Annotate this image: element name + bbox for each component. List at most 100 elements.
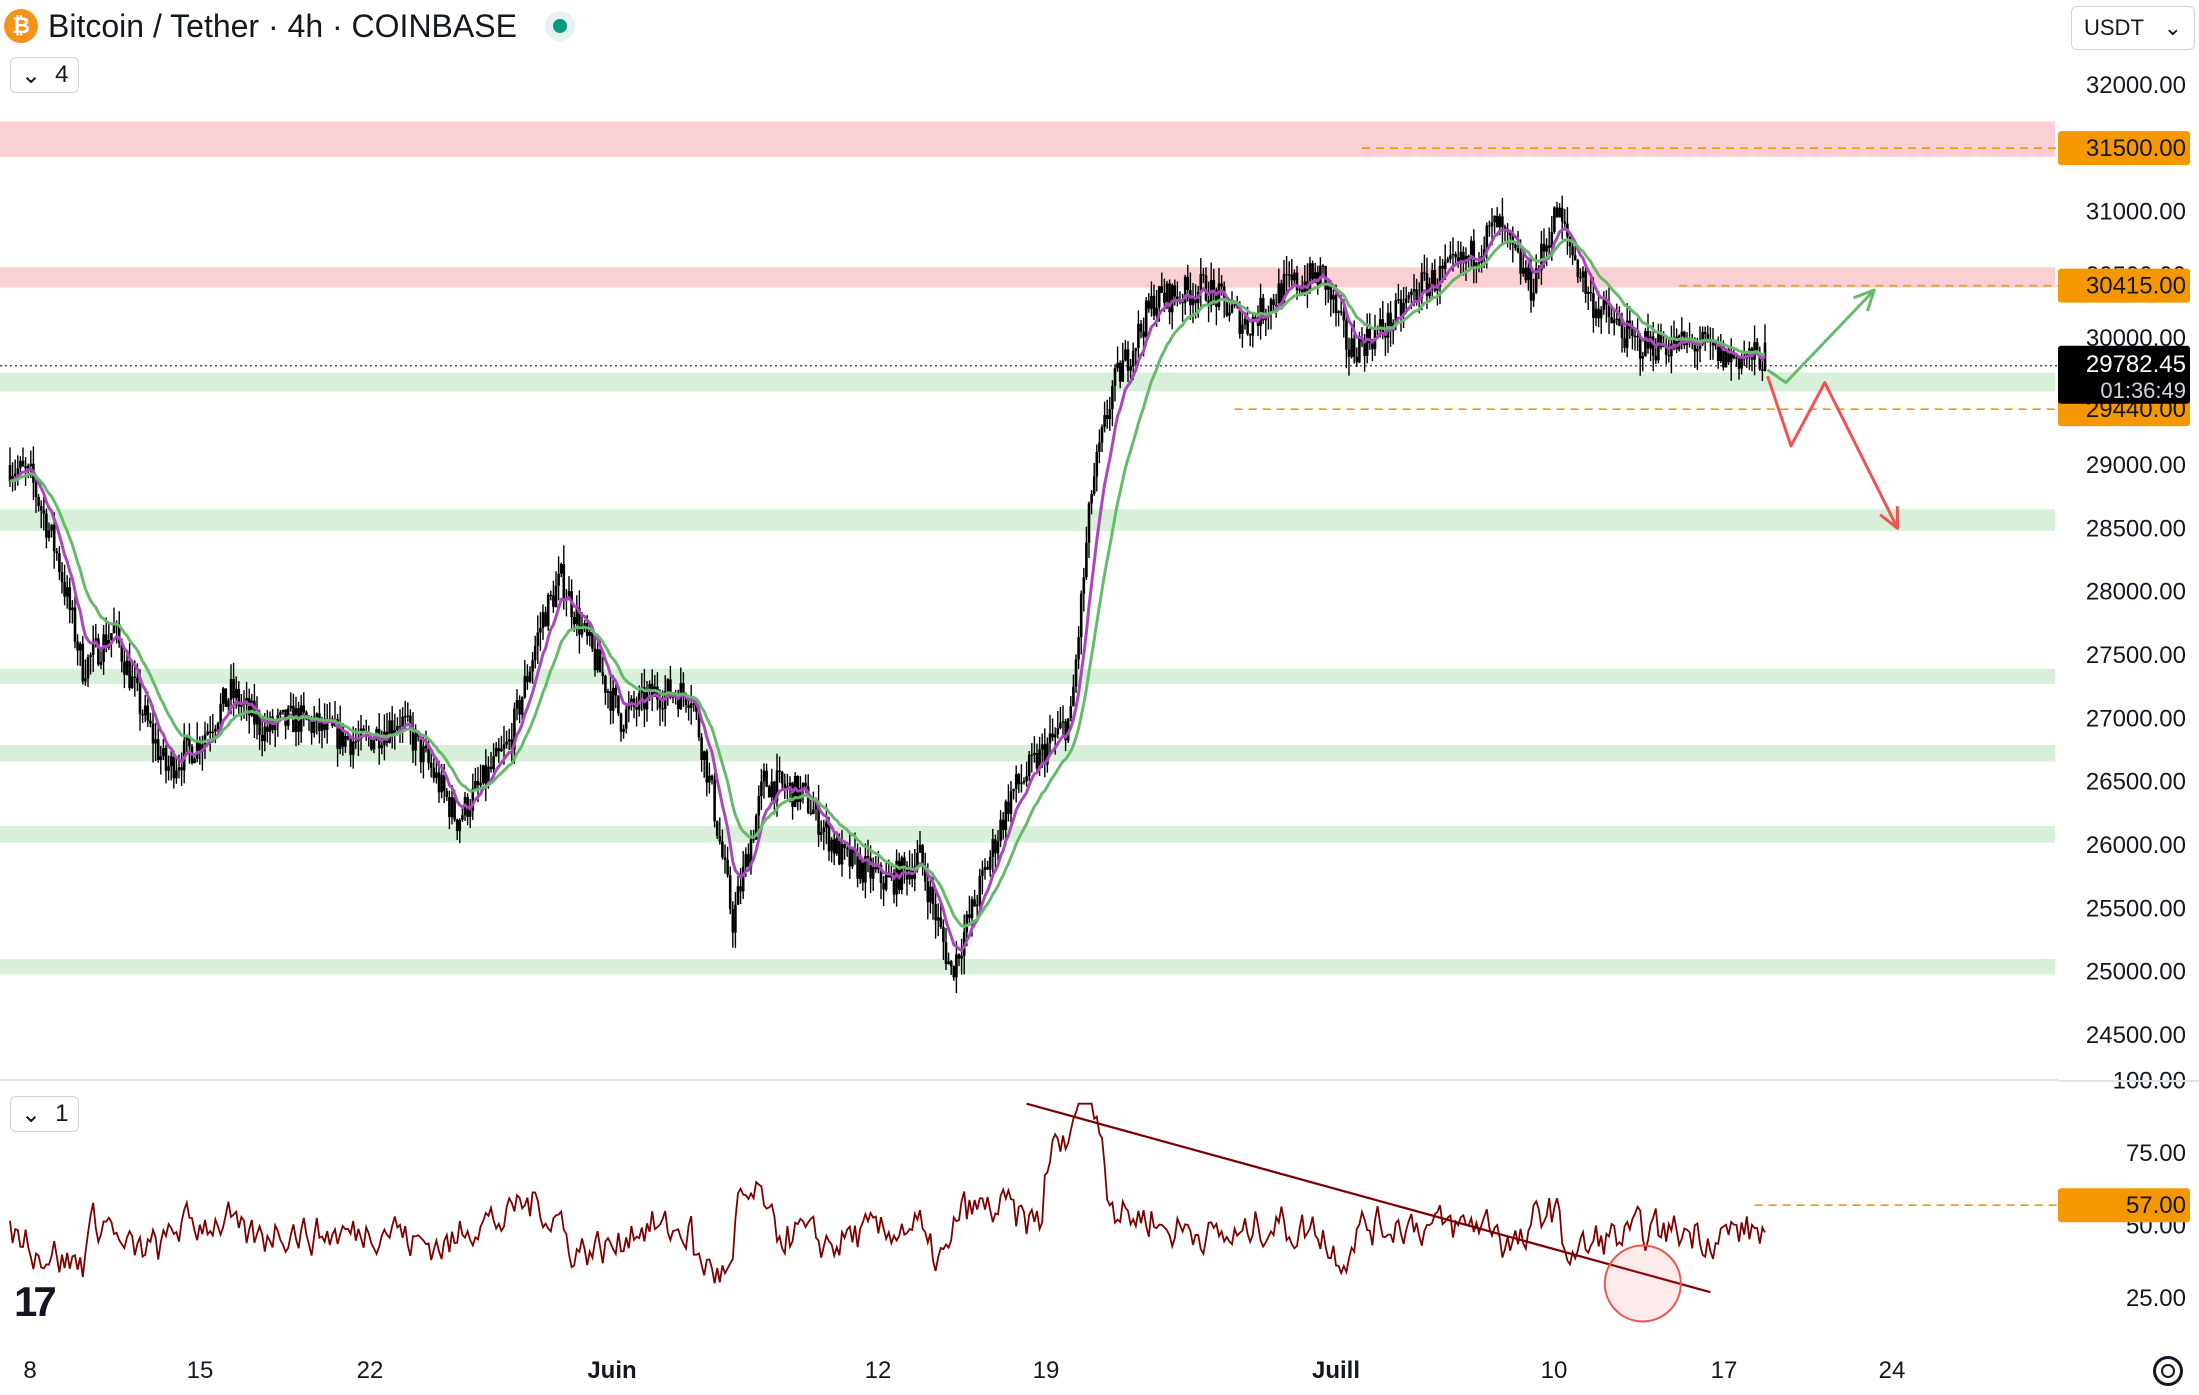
candle-body [159,756,163,760]
candle-body [1139,323,1143,332]
candle-body [731,908,735,933]
candle-body [1542,243,1546,252]
price-pane-collapse-button[interactable]: ⌄ 4 [10,57,80,93]
bitcoin-icon[interactable]: ₿ [4,9,38,43]
candle-body [1282,274,1286,304]
price-pane-indicator-count: 4 [55,61,69,88]
candle-body [1311,263,1314,279]
candle-body [354,741,358,743]
candle-body [884,874,888,890]
candle-body [895,860,898,895]
candle-body [492,756,495,770]
candle-body [1636,335,1639,338]
candle-body [294,708,298,733]
candle-body [1113,368,1117,386]
candle-body [1516,247,1520,252]
candle-body [848,848,852,867]
settings-icon[interactable] [2153,1356,2183,1386]
candle-body [198,740,202,752]
candle-body [1020,782,1023,785]
candle-body [793,775,797,807]
candle-body [1277,283,1281,306]
candle-body [1298,289,1301,291]
candle-body [1066,718,1070,741]
candle-body [26,465,30,469]
currency-selector[interactable]: USDT ⌄ [2071,6,2195,50]
candle-body [1046,743,1049,765]
candle-body [1399,298,1403,316]
rsi-pane-collapse-button[interactable]: ⌄ 1 [10,1096,80,1132]
candle-body [138,683,142,714]
candle-body [840,843,844,865]
candle-body [1147,300,1151,309]
candle-body [531,660,534,672]
candle-body [697,711,701,738]
candle-body [125,660,129,675]
candle-body [458,819,462,832]
candle-body [34,482,38,498]
candle-body [1040,744,1044,750]
candle-body [167,766,170,771]
candle-body [892,873,896,895]
candle-body [1095,452,1099,477]
candle-body [237,688,241,707]
candle-body [1511,235,1515,245]
candle-body [767,786,771,798]
candle-body [1490,222,1494,227]
candle-body [1729,353,1733,363]
time-tick-label: 15 [187,1357,214,1384]
market-status-icon[interactable] [544,11,575,41]
candle-body [580,625,584,635]
arrow-down-projection-head [1879,506,1900,530]
candle-body [1597,308,1600,319]
candle-body [692,703,696,705]
candle-body [1599,309,1603,319]
candle-body [1477,262,1481,264]
candle-body [1664,344,1668,355]
candle-body [432,767,436,778]
candle-body [1248,333,1252,336]
candle-body [1675,336,1678,350]
candle-body [757,796,761,816]
candle-body [1623,337,1626,348]
candle-body [1589,291,1593,294]
candle-body [1508,231,1512,236]
time-tick-label: Juin [587,1357,636,1384]
candle-body [1009,791,1013,814]
candle-body [203,734,207,745]
candle-body [908,869,911,880]
candle-body [411,728,415,751]
candle-body [1698,344,1702,349]
candle-body [1732,353,1736,358]
candle-body [302,705,306,713]
candle-body [1334,294,1338,313]
candle-body [1649,336,1652,349]
candle-body [414,733,417,751]
candle-body [1173,285,1177,297]
candle-body [1386,312,1390,338]
candle-body [845,848,849,850]
candle-body [24,466,27,469]
candle-body [1280,283,1283,304]
candle-body [146,705,150,721]
price-level-badge-box [2058,268,2190,303]
candle-body [1555,207,1559,218]
candle-body [455,819,459,832]
candle-body [1620,325,1624,338]
candle-body [1186,276,1190,291]
candle-body [450,797,454,818]
candle-body [380,745,384,749]
candle-body [1410,291,1413,296]
price-tick-label: 29000.00 [2086,452,2186,479]
candle-body [523,675,527,698]
chart-title[interactable]: Bitcoin / Tether · 4h · COINBASE [48,7,517,44]
candle-body [63,581,66,597]
candle-body [1503,226,1507,229]
candle-body [201,744,204,752]
candle-body [1287,274,1291,276]
support-zone [0,744,2055,762]
candle-body [1454,254,1457,258]
candle-body [1269,299,1273,314]
tradingview-logo[interactable]: 17 [14,1278,57,1325]
